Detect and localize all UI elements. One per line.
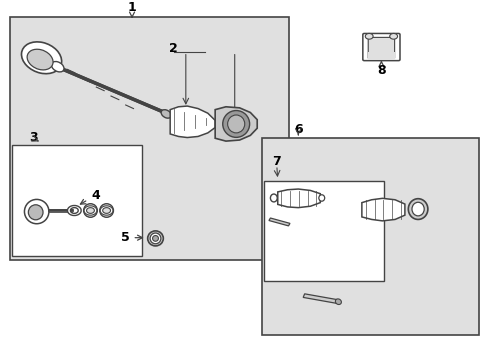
Text: 3: 3 (29, 131, 38, 144)
Polygon shape (277, 189, 320, 208)
Ellipse shape (407, 199, 427, 220)
Polygon shape (170, 106, 215, 138)
Bar (367, 53, 394, 59)
Ellipse shape (147, 231, 163, 246)
Ellipse shape (28, 205, 43, 220)
Ellipse shape (222, 111, 249, 138)
Ellipse shape (318, 195, 324, 201)
Bar (12, 145, 142, 256)
Ellipse shape (411, 202, 424, 216)
Ellipse shape (100, 204, 113, 217)
Ellipse shape (24, 199, 49, 224)
Text: 5: 5 (121, 231, 142, 244)
Bar (10, 17, 288, 260)
Ellipse shape (21, 42, 61, 74)
Text: 8: 8 (376, 61, 385, 77)
Ellipse shape (150, 233, 161, 244)
Ellipse shape (152, 235, 158, 241)
Bar (264, 181, 383, 281)
Text: 6: 6 (293, 123, 302, 136)
Ellipse shape (161, 110, 171, 118)
Ellipse shape (83, 204, 97, 217)
Text: 7: 7 (271, 155, 280, 168)
FancyBboxPatch shape (362, 33, 399, 60)
FancyBboxPatch shape (367, 37, 394, 58)
Circle shape (365, 33, 372, 39)
Text: 4: 4 (80, 189, 100, 204)
Ellipse shape (51, 62, 64, 72)
Bar (261, 138, 478, 335)
Polygon shape (215, 107, 257, 141)
Polygon shape (268, 218, 289, 226)
Text: 1: 1 (127, 1, 136, 17)
Ellipse shape (227, 115, 244, 133)
Ellipse shape (335, 299, 341, 305)
Polygon shape (361, 198, 404, 221)
Polygon shape (303, 294, 338, 303)
Circle shape (389, 33, 397, 39)
Ellipse shape (270, 194, 277, 202)
Text: 2: 2 (169, 42, 178, 55)
Ellipse shape (27, 49, 53, 70)
